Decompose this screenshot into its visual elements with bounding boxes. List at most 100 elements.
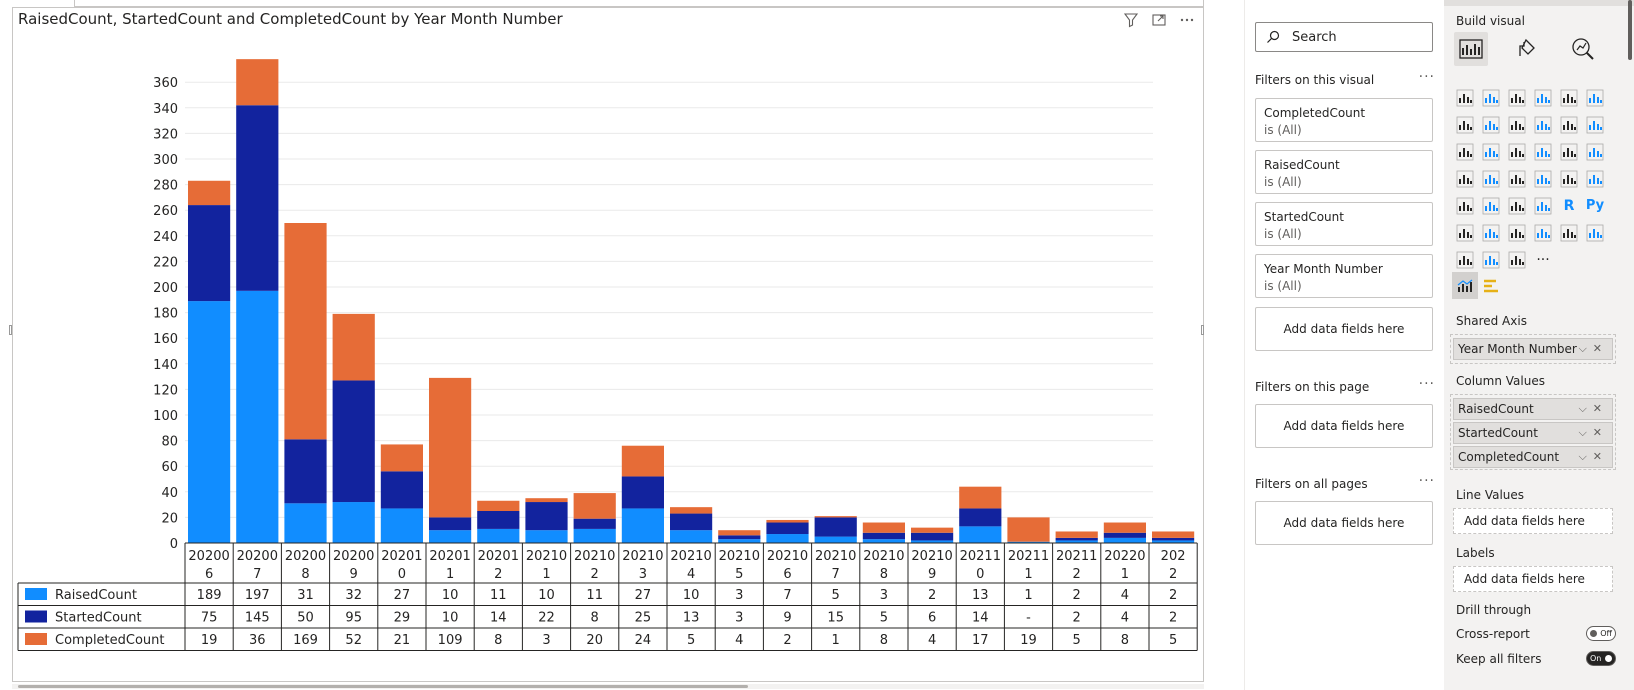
data-value-label: 95 [345,611,362,626]
donut-chart-icon[interactable] [1556,138,1582,165]
python-visual-icon[interactable]: Py [1585,198,1605,213]
kpi-icon[interactable] [1452,192,1478,219]
data-value-label: 50 [297,611,314,626]
page-add-fields-dropzone[interactable]: Add data fields here [1255,404,1433,448]
analytics-tab[interactable] [1566,32,1600,66]
treemap-icon[interactable] [1582,138,1608,165]
column-value-raisedcount[interactable]: RaisedCount ⌵✕ [1453,398,1613,420]
power-apps-icon[interactable] [1478,246,1504,273]
cross-report-toggle[interactable]: Off [1586,626,1616,641]
stacked-bar-chart-icon[interactable] [1452,84,1478,111]
gauge-icon[interactable] [1530,165,1556,192]
line-and-clustered-column-chart-icon[interactable] [1556,111,1582,138]
more-options-icon[interactable] [1179,12,1195,28]
line-and-stacked-column-chart-icon[interactable] [1530,111,1556,138]
build-visual-icon [1459,39,1483,59]
100-stacked-bar-chart-icon[interactable] [1556,84,1582,111]
x-category-label: 20210 [526,549,567,564]
bar-segment [959,526,1002,543]
build-visual-tab[interactable] [1454,32,1488,66]
stacked-column-chart-icon[interactable] [1478,84,1504,111]
y-tick-label: 140 [153,358,178,373]
format-visual-tab[interactable] [1510,32,1544,66]
slicer-icon[interactable] [1478,192,1504,219]
arcgis-map-icon[interactable] [1452,246,1478,273]
resize-handle-left[interactable] [9,325,12,335]
matrix-icon[interactable] [1530,192,1556,219]
qa-icon[interactable] [1504,219,1530,246]
chart-visual[interactable]: RaisedCount, StartedCount and CompletedC… [12,7,1204,682]
decomposition-tree-icon[interactable] [1478,219,1504,246]
all-pages-add-fields-dropzone[interactable]: Add data fields here [1255,501,1433,545]
data-value-label: 11 [586,588,603,603]
filters-on-visual-label: Filters on this visual [1255,73,1375,87]
line-chart-icon[interactable] [1452,111,1478,138]
chevron-down-icon[interactable]: ⌵✕ [1578,450,1608,463]
more-options-icon[interactable]: ··· [1418,69,1435,85]
filled-map-icon[interactable] [1478,165,1504,192]
scatter-chart-icon[interactable] [1504,138,1530,165]
data-value-label: 36 [249,633,266,648]
x-category-label: 20210 [815,549,856,564]
more-options-icon[interactable]: ··· [1418,376,1435,392]
filter-card-year-month-number[interactable]: Year Month Number is (All) [1255,254,1433,298]
y-tick-label: 260 [153,204,178,219]
line-values-dropzone[interactable]: Add data fields here [1453,508,1613,534]
line-values-label: Line Values [1456,488,1525,502]
card-icon[interactable] [1556,165,1582,192]
multi-row-card-icon[interactable] [1582,165,1608,192]
data-value-label: 10 [442,588,459,603]
selected-line-stacked-column-icon[interactable] [1452,272,1478,299]
resize-handle-right[interactable] [1201,325,1204,335]
map-icon[interactable] [1452,165,1478,192]
chevron-down-icon[interactable]: ⌵✕ [1578,342,1608,355]
area-chart-icon[interactable] [1478,111,1504,138]
funnel-chart-icon[interactable] [1478,138,1504,165]
paginated-report-icon[interactable] [1582,219,1608,246]
data-value-label: 3 [542,633,550,648]
table-icon[interactable] [1504,192,1530,219]
scrollbar-thumb[interactable] [18,685,748,688]
keep-filters-toggle[interactable]: On [1586,651,1616,666]
x-category-label: 20200 [188,549,229,564]
field-name: Year Month Number [1458,342,1577,356]
focus-mode-icon[interactable] [1151,12,1167,28]
custom-bar-visual-icon[interactable] [1478,272,1504,299]
more-options-icon[interactable]: ··· [1418,473,1435,489]
more-visuals-icon[interactable]: ··· [1536,251,1550,268]
data-value-label: 24 [635,633,652,648]
filter-card-startedcount[interactable]: StartedCount is (All) [1255,202,1433,246]
ribbon-chart-icon[interactable] [1582,111,1608,138]
filters-on-all-pages-label: Filters on all pages [1255,477,1368,491]
r-visual-icon[interactable]: R [1563,197,1575,214]
data-value-label: 3 [735,611,743,626]
pane-scrollbar[interactable] [1628,0,1632,690]
smart-narrative-icon[interactable] [1530,219,1556,246]
chevron-down-icon[interactable]: ⌵✕ [1578,402,1608,415]
clustered-bar-chart-icon[interactable] [1504,84,1530,111]
filters-search-input[interactable]: Search [1255,22,1433,52]
filter-icon[interactable] [1123,12,1139,28]
stacked-area-chart-icon[interactable] [1504,111,1530,138]
clustered-column-chart-icon[interactable] [1530,84,1556,111]
column-value-completedcount[interactable]: CompletedCount ⌵✕ [1453,446,1613,468]
waterfall-chart-icon[interactable] [1452,138,1478,165]
shared-axis-field[interactable]: Year Month Number ⌵✕ [1453,338,1613,360]
x-category-label: 4 [687,567,695,582]
pie-chart-icon[interactable] [1530,138,1556,165]
chevron-down-icon[interactable]: ⌵✕ [1578,426,1608,439]
x-category-label: 7 [253,567,261,582]
filter-card-raisedcount[interactable]: RaisedCount is (All) [1255,150,1433,194]
metrics-icon[interactable] [1556,219,1582,246]
visual-add-fields-dropzone[interactable]: Add data fields here [1255,307,1433,351]
filter-card-completedcount[interactable]: CompletedCount is (All) [1255,98,1433,142]
labels-dropzone[interactable]: Add data fields here [1453,566,1613,592]
column-value-startedcount[interactable]: StartedCount ⌵✕ [1453,422,1613,444]
horizontal-scrollbar[interactable] [12,684,1204,689]
power-automate-icon[interactable] [1504,246,1530,273]
100-stacked-column-chart-icon[interactable] [1582,84,1608,111]
azure-map-icon[interactable] [1504,165,1530,192]
key-influencers-icon[interactable] [1452,219,1478,246]
search-placeholder: Search [1292,29,1337,45]
bar-segment [911,532,954,541]
